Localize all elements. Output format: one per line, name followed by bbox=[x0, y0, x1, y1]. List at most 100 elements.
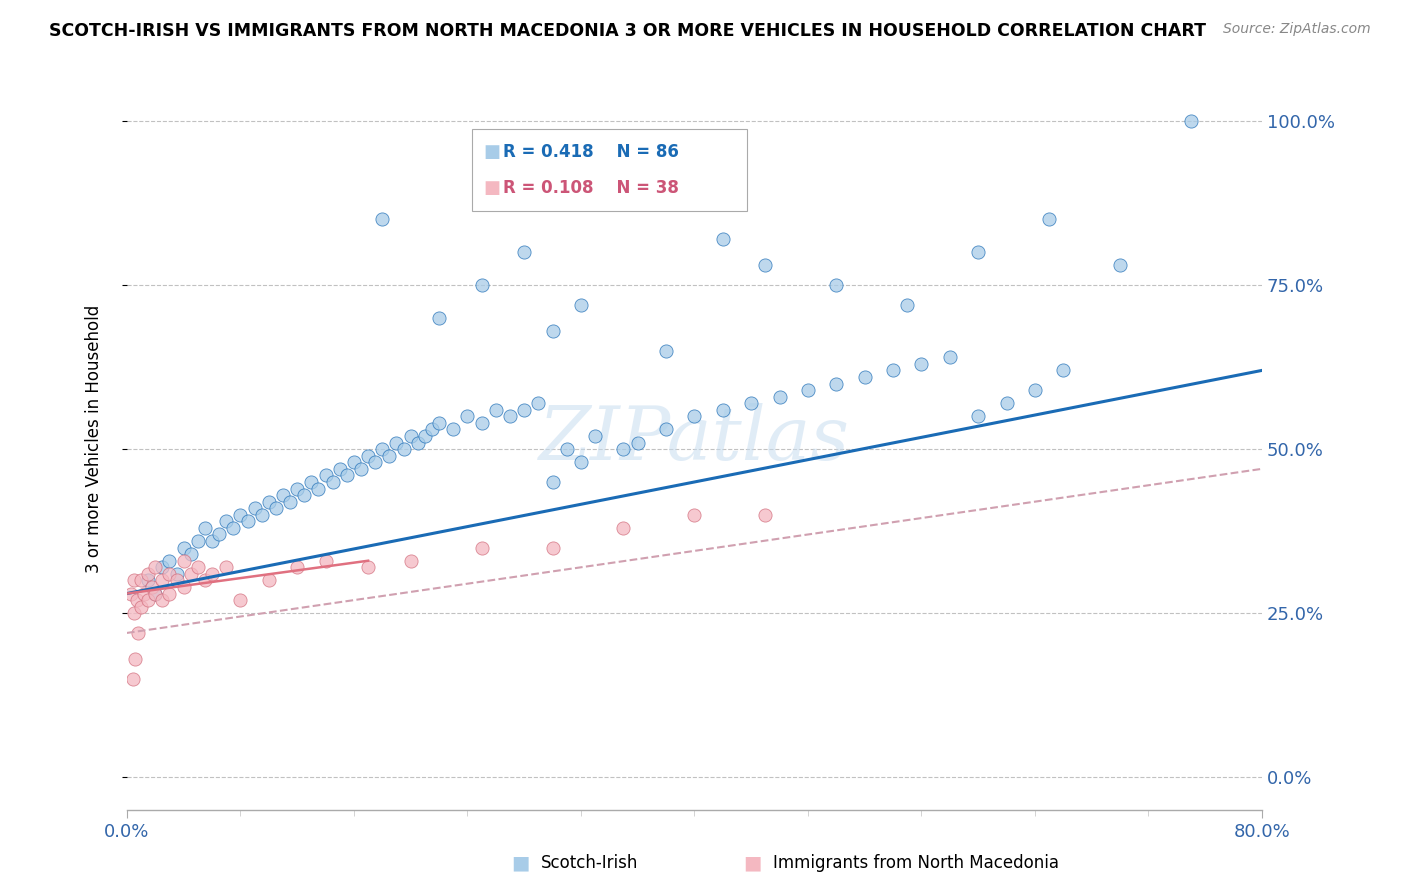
Point bbox=[257, 574, 280, 588]
Point bbox=[853, 370, 876, 384]
Point bbox=[194, 521, 217, 535]
Point bbox=[513, 245, 536, 260]
Point bbox=[896, 298, 918, 312]
Point bbox=[129, 599, 152, 614]
Point bbox=[315, 468, 337, 483]
Point bbox=[541, 324, 564, 338]
Point bbox=[406, 435, 429, 450]
Text: SCOTCH-IRISH VS IMMIGRANTS FROM NORTH MACEDONIA 3 OR MORE VEHICLES IN HOUSEHOLD : SCOTCH-IRISH VS IMMIGRANTS FROM NORTH MA… bbox=[49, 22, 1206, 40]
Point bbox=[173, 541, 195, 555]
Text: Immigrants from North Macedonia: Immigrants from North Macedonia bbox=[773, 855, 1059, 872]
Point bbox=[1038, 212, 1060, 227]
Point bbox=[357, 449, 380, 463]
Point bbox=[967, 409, 990, 424]
Point bbox=[194, 574, 217, 588]
Point bbox=[166, 574, 188, 588]
Text: ■: ■ bbox=[484, 144, 501, 161]
Point bbox=[285, 560, 308, 574]
Point bbox=[655, 422, 678, 436]
Point bbox=[159, 554, 181, 568]
Point bbox=[121, 672, 143, 686]
Point bbox=[187, 560, 209, 574]
Point bbox=[132, 586, 155, 600]
Point bbox=[456, 409, 478, 424]
Point bbox=[627, 435, 650, 450]
Point bbox=[541, 475, 564, 489]
Point bbox=[166, 566, 188, 581]
Point bbox=[187, 534, 209, 549]
Point bbox=[910, 357, 932, 371]
Point bbox=[322, 475, 344, 489]
Point bbox=[201, 534, 224, 549]
Point bbox=[612, 193, 634, 207]
Point bbox=[150, 593, 173, 607]
Point bbox=[150, 560, 173, 574]
Point bbox=[229, 508, 252, 522]
Point bbox=[612, 521, 634, 535]
Point bbox=[285, 482, 308, 496]
Point bbox=[371, 442, 394, 457]
Text: Scotch-Irish: Scotch-Irish bbox=[541, 855, 638, 872]
Point bbox=[236, 514, 259, 528]
Point bbox=[1024, 383, 1046, 397]
Point bbox=[159, 566, 181, 581]
Point bbox=[292, 488, 315, 502]
Point bbox=[350, 462, 373, 476]
Point bbox=[136, 566, 159, 581]
Point bbox=[995, 396, 1018, 410]
Point bbox=[150, 574, 173, 588]
Point bbox=[939, 351, 962, 365]
Point bbox=[215, 514, 238, 528]
Text: ■: ■ bbox=[742, 854, 762, 872]
Point bbox=[527, 396, 550, 410]
Point bbox=[378, 449, 401, 463]
Point bbox=[180, 547, 202, 561]
Point bbox=[271, 488, 294, 502]
Point bbox=[612, 442, 634, 457]
Point bbox=[569, 298, 592, 312]
Point bbox=[278, 494, 301, 508]
Point bbox=[754, 259, 776, 273]
Point bbox=[1180, 114, 1202, 128]
Point bbox=[427, 416, 450, 430]
Point bbox=[143, 560, 166, 574]
Point bbox=[420, 422, 443, 436]
Point bbox=[569, 455, 592, 469]
Point bbox=[201, 566, 224, 581]
Point bbox=[797, 383, 820, 397]
Point bbox=[768, 390, 790, 404]
Point bbox=[129, 574, 152, 588]
Point bbox=[143, 586, 166, 600]
Point bbox=[122, 574, 145, 588]
Point bbox=[485, 402, 508, 417]
Point bbox=[683, 409, 706, 424]
Point bbox=[413, 429, 436, 443]
Point bbox=[229, 593, 252, 607]
Point bbox=[471, 541, 494, 555]
Point bbox=[385, 435, 408, 450]
Point bbox=[243, 501, 266, 516]
Point bbox=[120, 586, 142, 600]
Point bbox=[371, 212, 394, 227]
Point bbox=[357, 560, 380, 574]
Point bbox=[655, 343, 678, 358]
Point bbox=[683, 508, 706, 522]
Point bbox=[124, 652, 146, 666]
Text: ■: ■ bbox=[484, 179, 501, 197]
Point bbox=[967, 245, 990, 260]
Point bbox=[711, 232, 734, 246]
Y-axis label: 3 or more Vehicles in Household: 3 or more Vehicles in Household bbox=[86, 305, 103, 574]
Point bbox=[222, 521, 245, 535]
Point bbox=[315, 554, 337, 568]
Point bbox=[250, 508, 273, 522]
Point bbox=[208, 527, 231, 541]
Point bbox=[180, 566, 202, 581]
Point bbox=[583, 429, 606, 443]
Point bbox=[427, 310, 450, 325]
Point bbox=[127, 626, 149, 640]
Point bbox=[264, 501, 287, 516]
Point bbox=[1109, 259, 1132, 273]
Text: R = 0.418    N = 86: R = 0.418 N = 86 bbox=[503, 144, 679, 161]
Point bbox=[825, 376, 848, 391]
Text: ZIPatlas: ZIPatlas bbox=[538, 403, 849, 475]
